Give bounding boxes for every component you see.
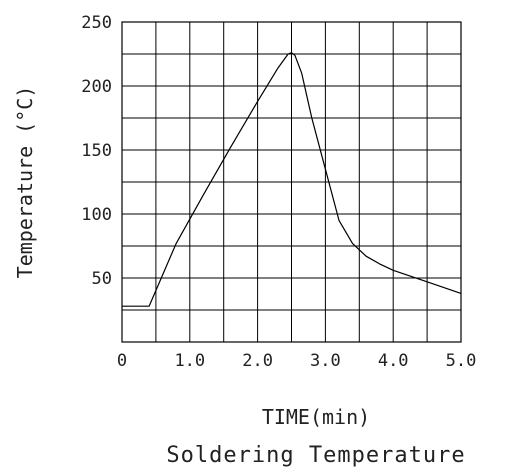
- y-tick-labels: 50 100 150 200 250: [81, 13, 112, 289]
- x-tick-label: 5.0: [446, 351, 477, 371]
- y-tick-label: 100: [81, 205, 112, 225]
- x-tick-label: 3.0: [310, 351, 341, 371]
- x-tick-labels: 0 1.0 2.0 3.0 4.0 5.0: [117, 351, 476, 371]
- x-tick-label: 2.0: [242, 351, 273, 371]
- x-tick-label: 0: [117, 351, 127, 371]
- y-tick-label: 150: [81, 141, 112, 161]
- y-tick-label: 50: [92, 269, 112, 289]
- y-tick-label: 200: [81, 77, 112, 97]
- grid: [122, 22, 461, 342]
- x-axis-label: TIME(min): [262, 405, 370, 429]
- x-tick-label: 4.0: [378, 351, 409, 371]
- y-axis-label: Temperature (°C): [13, 86, 37, 279]
- y-tick-label: 250: [81, 13, 112, 33]
- x-tick-label: 1.0: [174, 351, 205, 371]
- chart-title: Soldering Temperature: [166, 443, 465, 468]
